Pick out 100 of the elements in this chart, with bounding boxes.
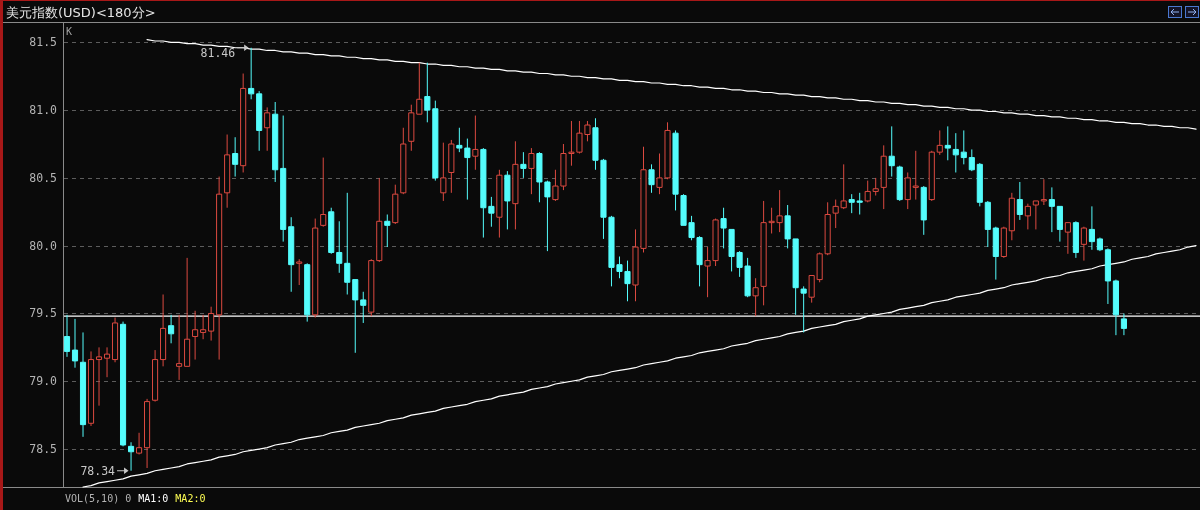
candlestick: [928, 150, 935, 202]
candlestick: [528, 147, 535, 195]
candlestick: [95, 346, 103, 407]
candlestick: [1040, 178, 1047, 206]
candlestick: [63, 314, 71, 358]
candlestick: [1048, 186, 1055, 233]
candlestick: [1064, 222, 1071, 255]
candlestick: [224, 134, 231, 209]
candlestick: [360, 291, 367, 324]
candlestick: [304, 262, 311, 323]
candlestick: [1120, 312, 1127, 336]
annotation: K: [66, 25, 73, 37]
candlestick: [256, 90, 263, 152]
candlestick: [376, 177, 383, 263]
candlestick: [904, 171, 911, 210]
candlestick: [272, 101, 279, 183]
y-tick-label: 81.5: [29, 35, 57, 50]
candlestick: [168, 314, 175, 344]
y-tick-label: 78.5: [29, 442, 57, 457]
candlestick: [1056, 205, 1063, 243]
candlestick: [288, 216, 295, 293]
candlestick: [992, 226, 999, 281]
candlestick: [496, 169, 503, 239]
candlestick: [184, 257, 191, 367]
candlestick: [296, 258, 303, 286]
candlestick: [344, 192, 351, 295]
candlestick: [1016, 181, 1023, 221]
candlestick: [896, 165, 903, 202]
candlestick: [216, 176, 223, 361]
candlestick: [368, 258, 375, 317]
candlestick: [232, 136, 239, 178]
candlestick: [440, 142, 447, 202]
candlestick: [1088, 205, 1095, 251]
candlestick: [128, 441, 135, 472]
y-tick-label: 79.5: [29, 306, 57, 321]
candlestick: [264, 106, 271, 152]
annotation: 81.46: [200, 45, 236, 60]
candlestick: [136, 432, 143, 455]
candlestick: [1000, 226, 1007, 259]
candlestick: [1112, 279, 1119, 336]
candlestick: [720, 207, 727, 249]
candlestick: [872, 177, 879, 197]
candlestick: [400, 127, 407, 195]
candlestick: [864, 180, 871, 203]
candlestick: [888, 125, 895, 178]
candlestick: [320, 157, 327, 228]
candlestick: [392, 184, 399, 225]
candlestick: [160, 293, 167, 367]
candlestick: [936, 129, 943, 156]
candlestick: [328, 207, 335, 255]
candlestick: [176, 314, 183, 381]
candlestick: [280, 115, 287, 243]
candlestick: [1032, 200, 1039, 230]
candlestick: [944, 125, 951, 161]
candlestick: [312, 218, 319, 319]
y-tick-label: 80.5: [29, 170, 57, 185]
candlestick: [111, 317, 119, 363]
candlestick: [103, 346, 111, 378]
candlestick: [1008, 192, 1015, 241]
candlestick: [79, 331, 87, 438]
candlestick: [384, 214, 391, 248]
candlestick: [336, 220, 343, 274]
candlestick: [200, 314, 207, 340]
candlestick: [504, 170, 511, 230]
candlestick: [984, 200, 991, 248]
candlestick: [1072, 220, 1079, 259]
y-tick-label: 81.0: [29, 103, 58, 118]
candlestick: [352, 279, 359, 354]
candlestick: [1096, 237, 1103, 252]
candlestick: [119, 321, 127, 447]
candlestick: [240, 73, 247, 173]
candlestick: [752, 277, 759, 317]
candlestick: [1024, 203, 1031, 230]
candlestick: [912, 150, 919, 201]
candlestick: [1104, 247, 1111, 305]
y-tick-label: 80.0: [29, 238, 58, 253]
candlestick: [976, 162, 983, 207]
candlestick: [87, 350, 95, 427]
candlestick: [920, 185, 927, 236]
candlestick: [152, 349, 159, 403]
candlestick: [648, 163, 655, 194]
candlestick: [208, 306, 215, 342]
text: MA1:0: [138, 492, 169, 504]
candlestick: [520, 151, 527, 179]
candlestick: [1080, 226, 1087, 262]
candlestick: [672, 129, 679, 211]
candlestick: [144, 398, 151, 469]
y-tick-label: 79.0: [29, 374, 58, 389]
line-series: [146, 39, 1197, 130]
candlestick: [800, 285, 807, 333]
candlestick: [512, 140, 519, 230]
candlestick: [448, 139, 455, 194]
chart-title: 美元指数(USD)<180分>: [6, 4, 156, 20]
text: VOL(5,10) 0: [65, 492, 132, 504]
text: MA2:0: [175, 492, 206, 504]
annotation: 78.34: [80, 463, 116, 478]
candlestick: [192, 310, 199, 361]
candlestick: [472, 115, 479, 171]
candlestick: [71, 318, 79, 369]
candlestick: [968, 148, 975, 172]
